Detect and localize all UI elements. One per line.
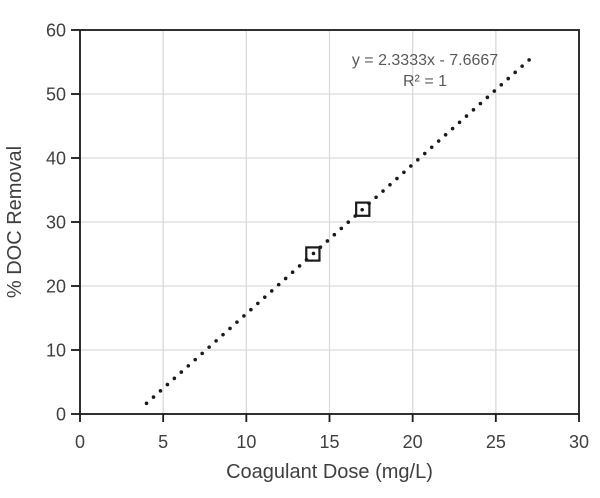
trendline-dot — [297, 264, 302, 268]
x-axis-title: Coagulant Dose (mg/L) — [226, 461, 433, 483]
trendline-dot — [269, 289, 274, 293]
trendline-dot — [402, 170, 406, 175]
trendline-dot — [283, 276, 288, 281]
trendline-dot — [165, 382, 170, 387]
trendline-dot — [235, 320, 239, 324]
x-axis-tick-label: 20 — [403, 432, 423, 452]
trendline-equation: y = 2.3333x - 7.6667 — [351, 52, 499, 69]
trendline-dot — [256, 301, 260, 306]
trendline-dot — [193, 357, 198, 362]
trendline-dot — [214, 339, 218, 343]
trendline-annotation: y = 2.3333x - 7.6667 R² = 1 — [320, 50, 530, 92]
trendline-dot — [506, 76, 511, 81]
trendline-dot — [492, 89, 497, 93]
trendline-dot — [172, 376, 177, 381]
trendline-dot — [179, 370, 184, 374]
y-axis-tick-label: 60 — [46, 21, 66, 41]
y-axis-title: % DOC Removal — [4, 145, 26, 299]
trendline-dot — [520, 64, 524, 68]
trendline-dot — [262, 295, 267, 299]
trendline-dot — [360, 207, 364, 212]
trendline-dot — [339, 226, 344, 231]
trendline-dot — [527, 58, 531, 62]
trendline-dot — [388, 182, 392, 187]
trendline-dot — [422, 151, 427, 156]
data-point-marker — [355, 201, 371, 217]
y-axis-tick-label: 0 — [56, 405, 66, 425]
data-point-marker — [305, 246, 321, 262]
x-axis-tick-label: 10 — [236, 432, 256, 452]
trendline-dot — [144, 401, 149, 406]
trendline-dot — [158, 389, 163, 393]
trendline-dot — [443, 133, 448, 137]
x-axis-tick-label: 25 — [486, 432, 506, 452]
trendline-dot — [485, 95, 490, 100]
trendline-dot — [395, 176, 399, 181]
y-axis-tick-label: 40 — [46, 149, 66, 169]
trendline-dot — [436, 139, 441, 143]
trendline-dot — [450, 126, 455, 131]
trendline-dot — [186, 364, 191, 368]
trendline-dot — [325, 239, 330, 243]
trendline-dot — [249, 307, 253, 312]
y-axis-tick-label: 30 — [46, 213, 66, 233]
trendline-dot — [513, 70, 517, 75]
trendline-dot — [200, 351, 204, 356]
y-axis-tick-label: 50 — [46, 85, 66, 105]
trendline-dot — [207, 345, 211, 349]
x-axis-tick-label: 5 — [158, 432, 168, 452]
trendline-dot — [374, 195, 378, 200]
r-squared-value: R² = 1 — [402, 73, 447, 90]
trendline-dot — [429, 145, 434, 150]
trendline-dot — [464, 114, 469, 118]
trendline-dot — [471, 108, 476, 112]
trendline-dot — [499, 83, 504, 87]
trendline-dot — [332, 232, 337, 237]
y-axis-tick-label: 20 — [46, 277, 66, 297]
trendline-dot — [242, 314, 246, 318]
trendline-dot — [290, 270, 295, 274]
trendline-dot — [346, 220, 351, 225]
x-axis-tick-label: 15 — [319, 432, 339, 452]
x-axis-tick-label: 0 — [75, 432, 85, 452]
x-axis-tick-label: 30 — [569, 432, 589, 452]
trendline-dot — [311, 251, 316, 256]
trendline-dot — [478, 101, 483, 106]
trendline-dot — [409, 164, 413, 168]
trendline-dot — [416, 157, 420, 162]
trendline-dot — [151, 395, 156, 399]
trendline-dot — [381, 189, 385, 193]
trendline-dot — [276, 282, 281, 287]
trendline-dot — [228, 326, 232, 331]
y-axis-tick-label: 10 — [46, 341, 66, 361]
trendline-dot — [457, 120, 462, 125]
trendline-dot — [221, 332, 225, 337]
